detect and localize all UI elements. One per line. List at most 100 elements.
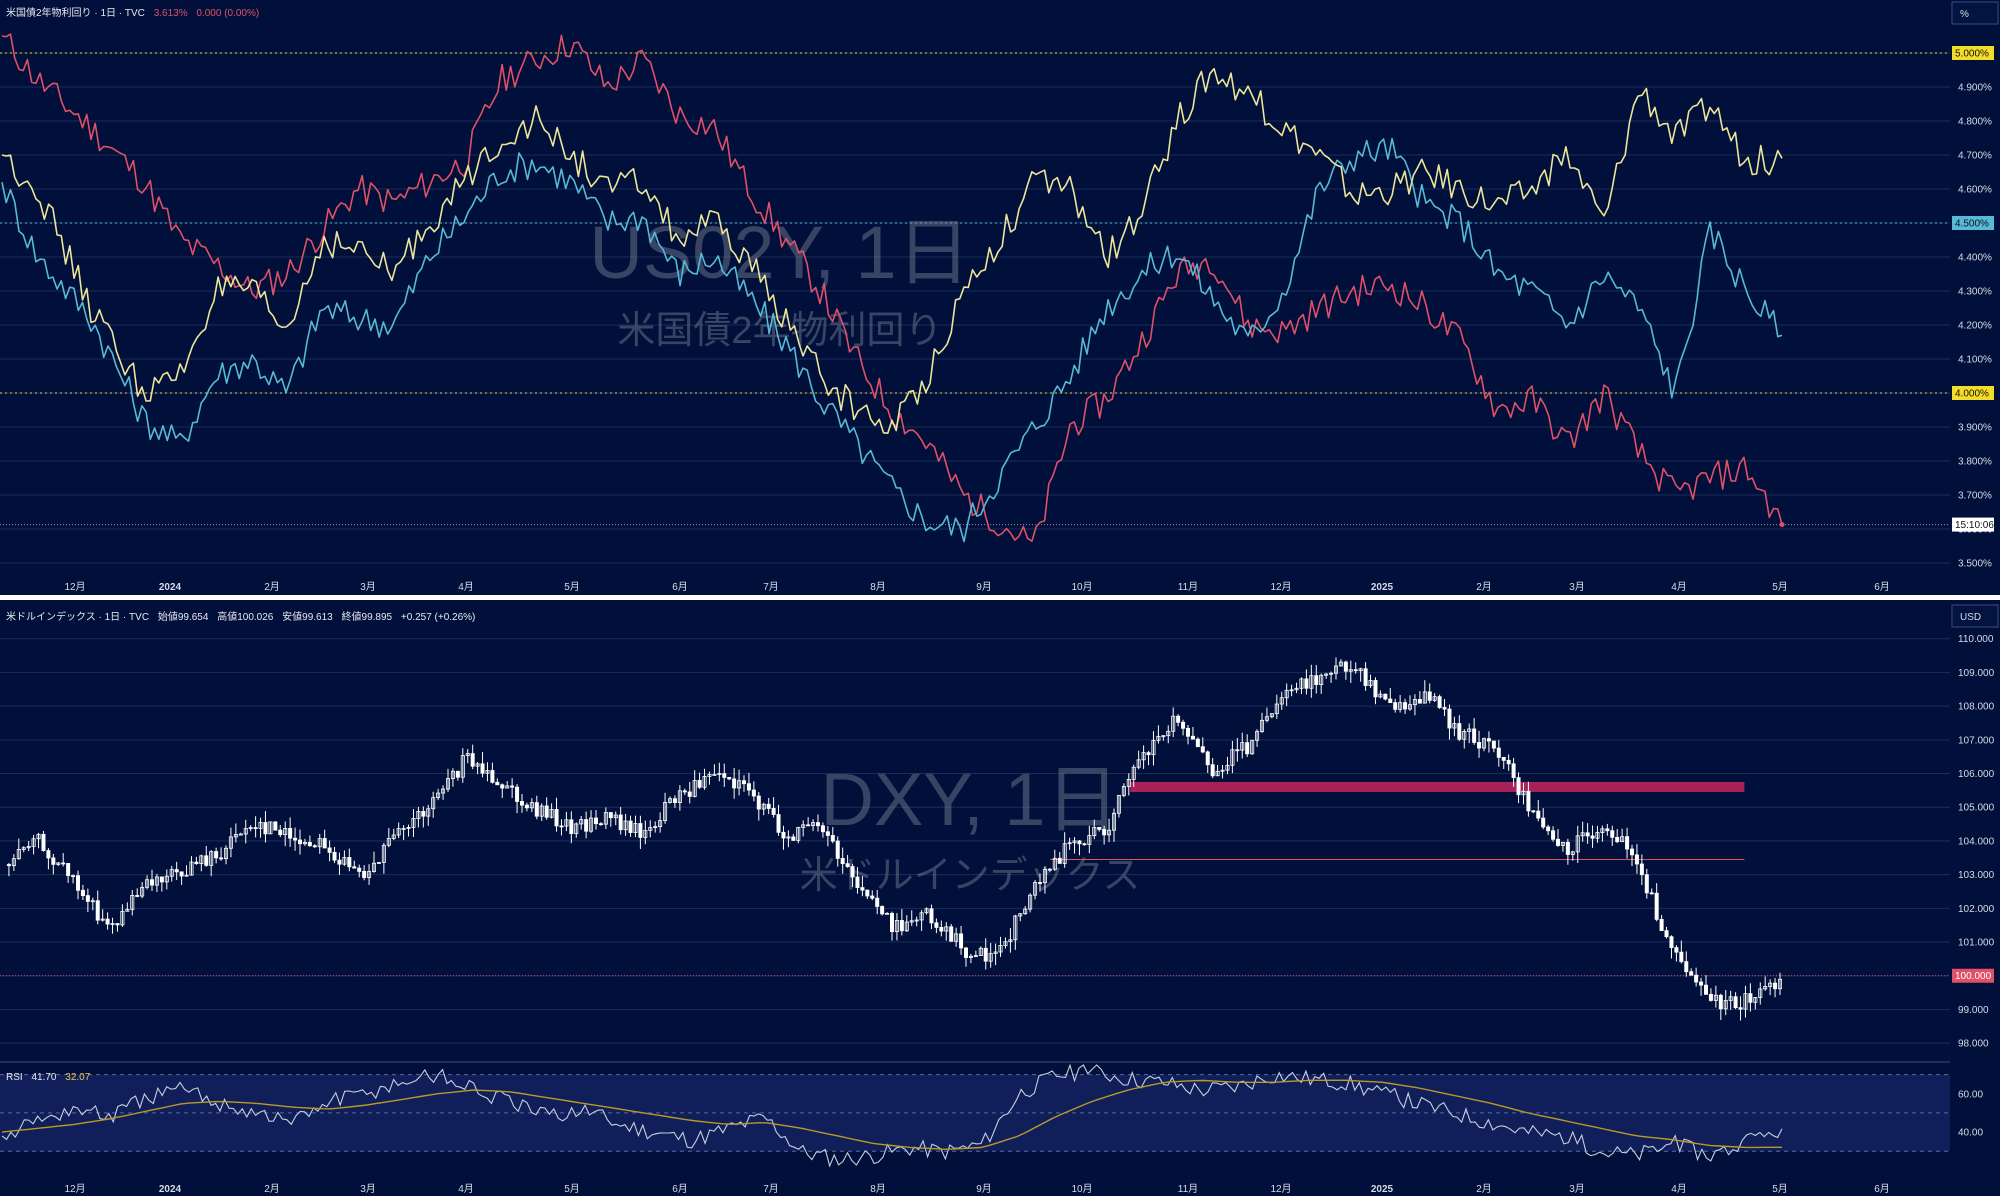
bottom-x-tick: 12月 [64, 1183, 85, 1195]
rsi-value: 41.70 [31, 1072, 56, 1083]
yield-series-group [1, 33, 1785, 543]
dxy-candle-body [1161, 735, 1166, 738]
dxy-panel[interactable]: DXY, 1日 米ドルインデックス 98.000 99.000 101.000 102… [0, 604, 1999, 1050]
dxy-candle-body [1733, 996, 1738, 1009]
dxy-candle-body [337, 859, 342, 865]
yield-y-tick: 4.400% [1958, 253, 1992, 264]
dxy-candle-body [1412, 699, 1417, 706]
rsi-series-group [1, 1063, 1783, 1168]
dxy-candle-body [1408, 704, 1413, 710]
dxy-candle-body [1013, 915, 1018, 941]
yield-x-tick: 4月 [1671, 581, 1687, 593]
bottom-x-axis[interactable]: 12月 2024 2月 3月 4月 5月 6月 7月 8月 9月 10月 11月 12月 2025 2月 3月… [64, 1183, 1889, 1195]
dxy-candle-body [1319, 674, 1324, 686]
dxy-candle-body [495, 781, 500, 786]
dxy-candle-body [1279, 697, 1284, 705]
dxy-candle-body [682, 790, 687, 793]
dxy-candle-body [1107, 829, 1112, 836]
dxy-candle-body [722, 773, 727, 778]
bottom-x-tick: 4月 [458, 1183, 474, 1195]
dxy-candle-body [1141, 752, 1146, 761]
dxy-candle-body [1082, 843, 1087, 846]
dxy-candle-body [1136, 759, 1141, 768]
dxy-candle-body [1398, 702, 1403, 710]
dxy-candle-body [1023, 908, 1028, 915]
rsi-series-line [1, 1079, 1782, 1151]
dxy-candle-body [1768, 982, 1773, 987]
bottom-x-tick: 12月 [1270, 1183, 1291, 1195]
dxy-candle-body [1625, 836, 1630, 850]
dxy-candle-body [825, 831, 830, 836]
dxy-candle-body [816, 822, 821, 827]
yield-panel[interactable]: US02Y, 1日 米国債2年物利回り 3.500%3.600%3.700%3.… [0, 1, 1999, 593]
dxy-candle-body [786, 836, 791, 839]
dxy-y-tick: 106.000 [1958, 769, 1995, 780]
dxy-candle-body [1235, 749, 1240, 752]
dxy-candle-body [130, 895, 135, 910]
dxy-watermark-name: 米ドルインデックス [800, 855, 1141, 897]
dxy-candle-body [1748, 993, 1753, 1003]
bottom-x-tick: 11月 [1178, 1183, 1198, 1195]
dxy-candle-body [1358, 668, 1363, 672]
dxy-candle-body [870, 895, 875, 899]
dxy-candle-body [85, 895, 90, 902]
dxy-candle-body [26, 846, 31, 849]
dxy-candle-body [1462, 731, 1467, 740]
dxy-candle-body [1417, 699, 1422, 704]
rsi-series-line [1, 1063, 1783, 1168]
dxy-candle-body [61, 862, 66, 865]
dxy-candle-body [450, 770, 455, 779]
dxy-candle-body [1457, 723, 1462, 740]
dxy-candle-body [110, 923, 115, 925]
dxy-candle-body [347, 857, 352, 868]
dxy-candle-body [761, 803, 766, 810]
dxy-candle-body [16, 849, 21, 860]
dxy-candle-body [1674, 947, 1679, 953]
rsi-panel[interactable]: 40.00 60.00 12月 2024 2月 3月 4月 5月 6月 7月 8月 9月 10月 11月… [0, 1063, 1983, 1195]
dxy-candle-body [988, 953, 993, 962]
dxy-candle-body [1595, 832, 1600, 839]
dxy-candle-body [1353, 669, 1358, 672]
dxy-unit-box[interactable] [1951, 604, 1999, 628]
dxy-candle-body [1116, 794, 1121, 814]
dxy-candle-body [1028, 894, 1033, 910]
dxy-annotations [1050, 781, 1745, 860]
dxy-candle-body [125, 909, 130, 912]
dxy-candle-body [1575, 835, 1580, 853]
yield-header-title: 米国債2年物利回り · 1日 · TVC [6, 6, 145, 19]
dxy-candle-body [120, 910, 125, 926]
dxy-candle-body [263, 822, 268, 835]
dxy-candle-body [268, 821, 273, 835]
dxy-candle-body [756, 795, 761, 810]
yield-unit-box[interactable] [1951, 1, 1999, 25]
dxy-candle-body [623, 820, 628, 831]
dxy-y-axis[interactable]: 98.000 99.000 101.000 102.000 103.000 104.000… [1952, 634, 1995, 1050]
dxy-candle-body [174, 869, 179, 873]
dxy-candle-body [115, 923, 120, 926]
dxy-candle-body [445, 778, 450, 790]
dxy-candle-body [352, 866, 357, 869]
dxy-candle-body [1195, 738, 1200, 748]
dxy-candle-body [293, 837, 298, 841]
dxy-candle-body [1200, 746, 1205, 753]
rsi-y-axis[interactable]: 40.00 60.00 [1958, 1089, 1983, 1138]
yield-level-badge-label: 4.500% [1955, 219, 1989, 230]
dxy-candle-body [209, 851, 214, 866]
panel-separator[interactable] [0, 595, 2000, 600]
dxy-candle-body [1210, 764, 1215, 777]
yield-y-axis[interactable]: 3.500%3.600%3.700%3.800%3.900%4.000%4.10… [1952, 46, 1994, 570]
dxy-candle-body [1403, 702, 1408, 710]
dxy-candle-body [1126, 778, 1131, 787]
dxy-candle-body [712, 774, 717, 776]
dxy-candle-body [159, 876, 164, 883]
bottom-x-tick: 2月 [264, 1183, 280, 1195]
yield-x-axis[interactable]: 12月 2024 2月 3月 4月 5月 6月 7月 8月 9月 10月 11月 12月 2025 2月 3月… [64, 581, 1889, 593]
dxy-candle-body [1634, 854, 1639, 865]
dxy-candle-body [584, 819, 589, 832]
dxy-candle-body [1704, 984, 1709, 995]
dxy-candle-body [1363, 668, 1368, 686]
dxy-candle-body [1067, 842, 1072, 845]
dxy-candle-body [248, 827, 253, 830]
dxy-candle-body [554, 809, 559, 827]
